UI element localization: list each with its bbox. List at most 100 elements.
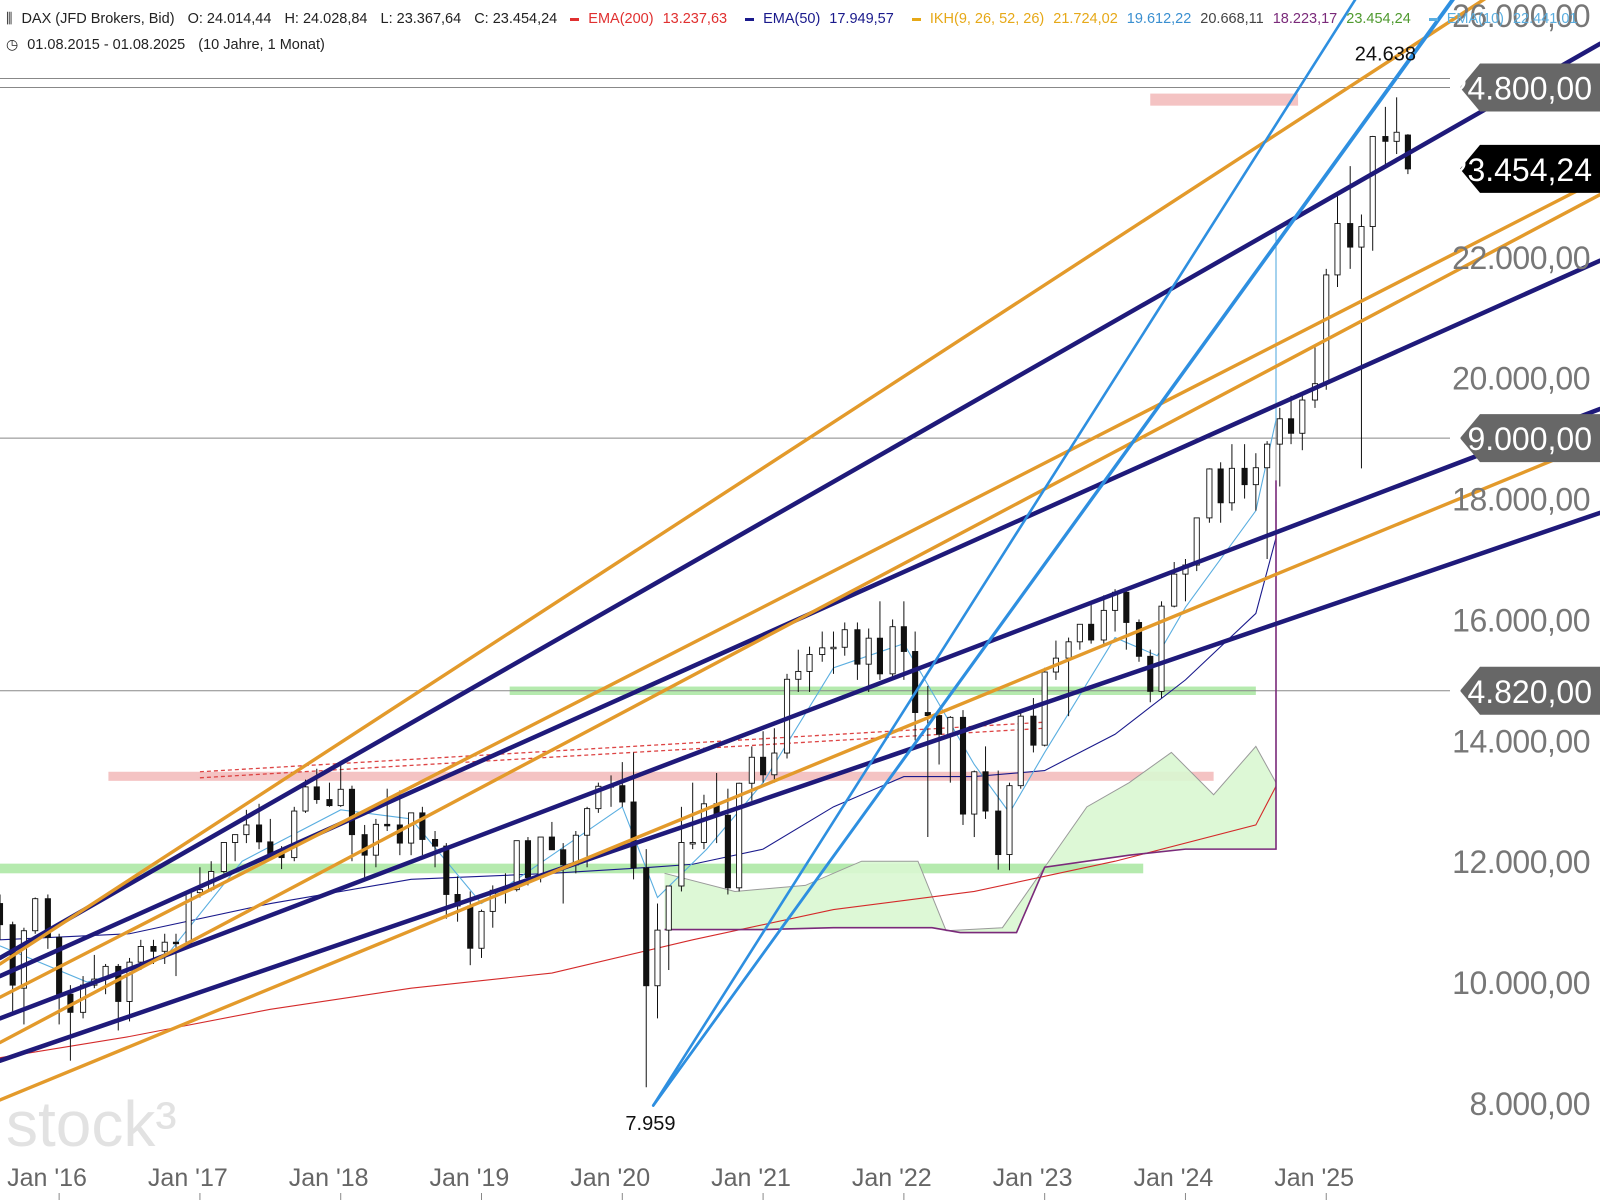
legend-indicator-value: 18.223,17: [1272, 11, 1338, 27]
legend-indicator: EMA(50) 17.949,57: [745, 11, 903, 27]
candle-up: [372, 823, 379, 856]
chart-title: DAX (JFD Brokers, Bid): [21, 11, 175, 27]
price-badge: 23.454,24: [1450, 144, 1600, 193]
candle-up: [1065, 641, 1072, 659]
x-tick-label: Jan '16: [7, 1164, 87, 1192]
watermark: stock³: [6, 1088, 177, 1160]
candle-down: [959, 716, 967, 815]
candle-up: [595, 785, 602, 810]
candle-down: [524, 840, 532, 878]
candle-up: [841, 629, 848, 648]
blue-fan-line: [651, 0, 1357, 1107]
legend-indicator-value: 13.237,63: [662, 11, 728, 27]
candle-down: [1241, 467, 1248, 486]
ohlc-low: L: 23.367,64: [380, 11, 462, 27]
navy-trendline: [0, 406, 1600, 1021]
zone-red: [1150, 93, 1299, 106]
candle-up: [1193, 517, 1200, 566]
candle-down: [548, 836, 555, 851]
candle-down: [348, 788, 356, 836]
price-badge-label: 14.820,00: [1450, 674, 1592, 710]
candle-up: [1358, 226, 1365, 248]
price-badge: 14.820,00: [1450, 666, 1600, 715]
clock-icon: ◷: [6, 36, 19, 52]
x-tick-label: Jan '23: [993, 1164, 1073, 1192]
legend-indicator-value: 20.668,11: [1200, 11, 1264, 27]
candle-up: [1323, 274, 1330, 385]
candle-up: [971, 771, 978, 815]
candle-down: [1088, 623, 1095, 641]
orange-trendline: [0, 439, 1600, 1102]
price-annotation: 24.638: [1355, 43, 1416, 65]
candle-down: [1135, 622, 1143, 657]
candle-up: [771, 752, 778, 776]
legend-swatch: [1428, 17, 1438, 21]
x-tick-label: Jan '24: [1133, 1164, 1213, 1192]
candle-down: [630, 801, 637, 869]
ohlc-high: H: 24.028,84: [284, 11, 368, 27]
hlines-layer: [0, 77, 1450, 692]
candle-up: [889, 626, 896, 675]
legend-indicator-label: EMA(50): [763, 11, 821, 27]
date-range-detail: (10 Jahre, 1 Monat): [198, 37, 325, 53]
candle-up: [584, 808, 591, 836]
legend-swatch: [745, 17, 755, 21]
candle-up: [20, 930, 27, 989]
y-tick-label: 14.000,00: [1452, 723, 1590, 759]
annotation-layer: 24.638 7.959: [625, 43, 1416, 1135]
indicator-line-ichimoku-span-b: [664, 480, 1277, 934]
candle-down: [115, 965, 122, 1002]
legend-indicator-value: 22.441,01: [1512, 11, 1578, 27]
candle-up: [1393, 131, 1400, 142]
candle-up: [337, 788, 344, 807]
candle-down: [256, 824, 263, 843]
candle-up: [1006, 785, 1013, 856]
candle-up: [665, 885, 672, 931]
x-tick-label: Jan '20: [570, 1164, 650, 1192]
candle-down: [431, 839, 439, 847]
candle-down: [912, 651, 919, 713]
candle-up: [243, 824, 250, 836]
candle-up: [830, 646, 837, 650]
candle-up: [654, 929, 661, 987]
legend-indicator-label: IKH(9, 26, 52, 26): [929, 11, 1045, 27]
ohlc-close: C: 23.454,24: [474, 11, 558, 27]
price-badge-label: 19.000,00: [1450, 421, 1592, 457]
legend-indicator-label: EMA(200): [588, 11, 654, 27]
legend-indicator: IKH(9, 26, 52, 26) 21.724,02 19.612,22 20.6…: [911, 11, 1420, 27]
candle-up: [795, 670, 802, 680]
price-badge-shape: [1460, 414, 1600, 463]
candle-down: [724, 814, 731, 889]
candle-down: [1347, 223, 1354, 248]
y-tick-label: 18.000,00: [1452, 482, 1590, 518]
legend-row-1: ⫼ DAX (JFD Brokers, Bid) O: 24.014,44 H: …: [6, 10, 1600, 27]
legend-indicator: EMA(10) 22.441,01: [1428, 11, 1587, 27]
candle-down: [643, 867, 650, 987]
candle-down: [760, 756, 767, 776]
orange-trendline: [0, 0, 1487, 966]
candle-down: [361, 834, 368, 856]
candle-up: [865, 637, 872, 665]
candle-up: [220, 842, 227, 872]
orange-trendline: [0, 177, 1600, 999]
candle-up: [1017, 715, 1024, 787]
price-badge: 24.800,00: [1450, 63, 1600, 112]
candle-up: [678, 842, 685, 887]
candle-down: [313, 786, 320, 801]
candle-up: [748, 756, 755, 784]
legend-indicator-value: 19.612,22: [1126, 11, 1192, 27]
candle-up: [1100, 609, 1107, 641]
candle-up: [1334, 223, 1341, 276]
blue-fan-line: [651, 0, 1455, 1107]
candle-up: [1171, 573, 1178, 607]
candle-down: [467, 905, 474, 949]
candle-down: [396, 824, 403, 844]
candle-up: [32, 898, 39, 932]
y-tick-label: 8.000,00: [1469, 1086, 1590, 1122]
candle-up: [1252, 467, 1259, 486]
candle-down: [560, 849, 567, 866]
trendline-layer: [0, 0, 1600, 1107]
candle-up: [1076, 623, 1083, 643]
